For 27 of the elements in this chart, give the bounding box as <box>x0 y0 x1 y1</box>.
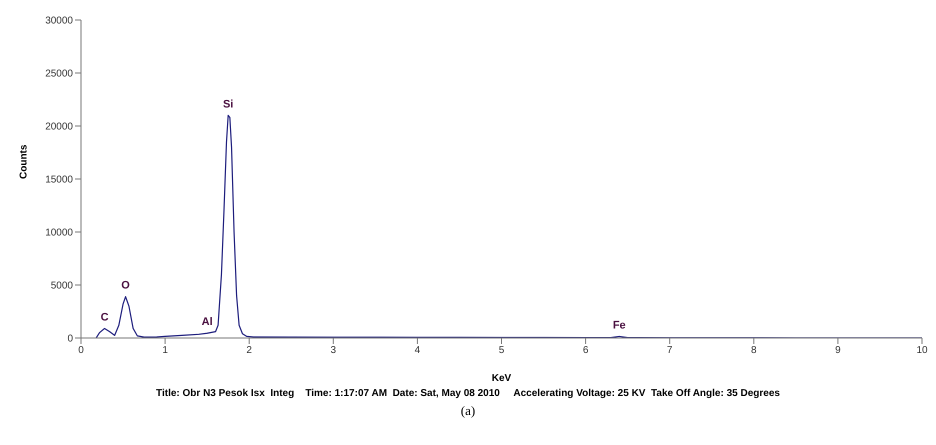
y-tick-label: 5000 <box>50 280 74 292</box>
x-tick-label: 7 <box>666 345 673 356</box>
x-tick-label: 5 <box>498 345 505 356</box>
annotation: Al <box>202 316 213 328</box>
annotation: C <box>100 311 109 324</box>
x-tick-label: 2 <box>246 345 252 356</box>
y-tick-label: 0 <box>67 334 74 345</box>
annotation: Si <box>222 98 234 110</box>
x-tick-label: 9 <box>835 345 842 356</box>
y-axis-title: Counts <box>18 144 30 179</box>
x-tick-label: 1 <box>162 345 168 356</box>
y-tick-label: 15000 <box>45 174 74 186</box>
x-tick-label: 3 <box>330 345 337 356</box>
x-axis-title: KeV <box>492 373 512 384</box>
y-tick-label: 20000 <box>45 122 74 133</box>
x-tick-label: 10 <box>916 345 928 356</box>
annotation: O <box>121 280 130 292</box>
x-tick-label: 6 <box>582 345 589 356</box>
y-tick-label: 10000 <box>45 228 74 239</box>
x-tick-label: 4 <box>414 345 421 356</box>
x-tick-label: 0 <box>78 345 84 356</box>
annotation: Fe <box>612 319 626 332</box>
x-tick-label: 8 <box>751 345 758 356</box>
text: (a) <box>460 403 476 419</box>
y-tick-label: 30000 <box>45 16 74 27</box>
text: Title: Obr N3 Pesok Isx Integ Time: 1:17:07 AM Date: Sat, May 08 2010 Accelerating Voltage: 25 KV Take Off Angle: 35 Degrees <box>155 388 781 399</box>
y-tick-label: 25000 <box>45 68 74 80</box>
